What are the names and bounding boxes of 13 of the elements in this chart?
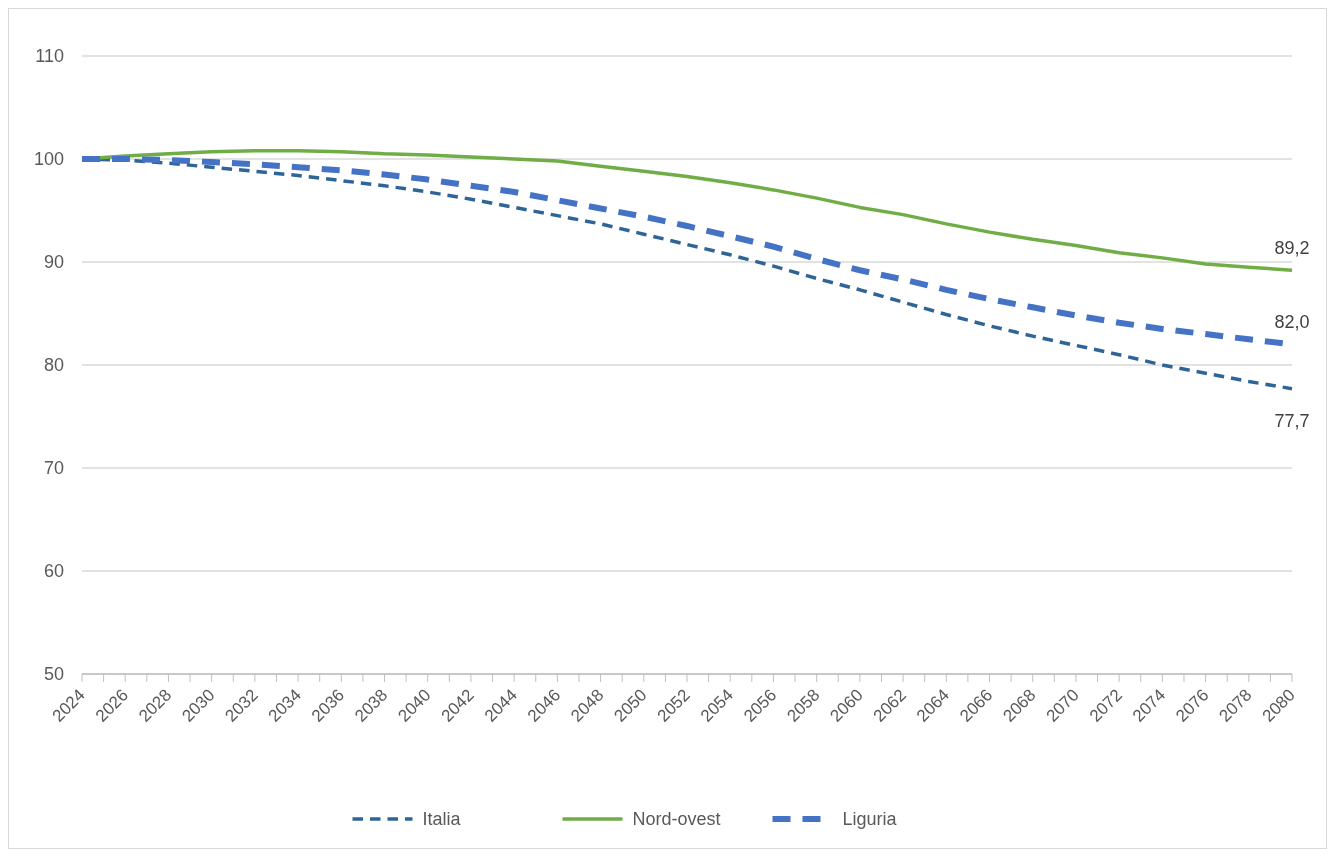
legend-label: Liguria <box>842 809 898 829</box>
data-label: 82,0 <box>1274 312 1310 333</box>
y-tick-label: 50 <box>43 664 64 684</box>
data-label: 77,7 <box>1274 410 1310 431</box>
y-tick-label: 90 <box>43 252 64 272</box>
legend-label: Italia <box>422 809 462 829</box>
y-tick-label: 110 <box>35 46 64 66</box>
y-tick-label: 70 <box>43 458 64 478</box>
legend-label: Nord-ovest <box>632 809 721 829</box>
y-tick-label: 100 <box>33 149 64 169</box>
y-tick-label: 80 <box>43 355 64 375</box>
y-tick-label: 60 <box>43 561 64 581</box>
data-label: 89,2 <box>1274 238 1310 259</box>
